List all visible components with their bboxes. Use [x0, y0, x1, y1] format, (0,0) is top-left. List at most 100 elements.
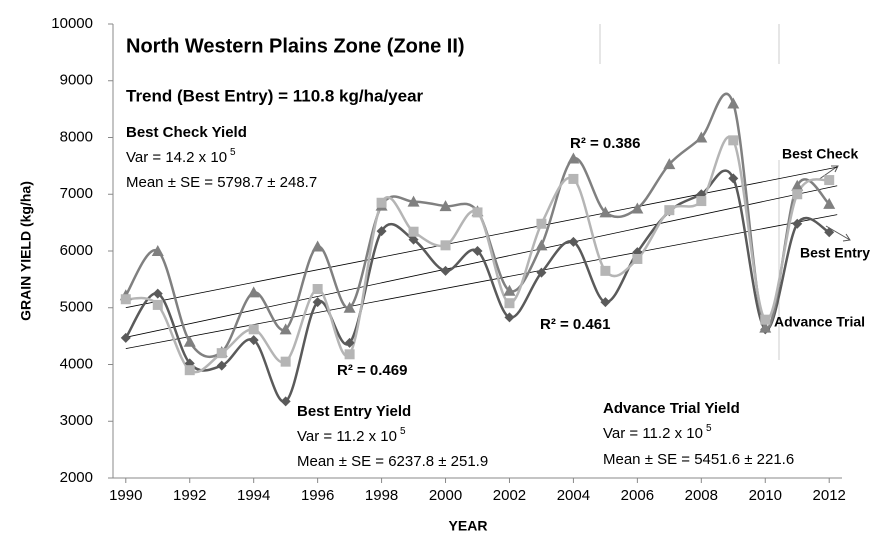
marker [792, 218, 803, 229]
marker [408, 226, 419, 237]
var-exp: 5 [706, 423, 712, 434]
marker [152, 299, 163, 310]
chart-subtitle: Trend (Best Entry) = 110.8 kg/ha/year [126, 86, 424, 105]
x-tick-label: 2004 [557, 487, 590, 504]
y-tick-label: 2000 [60, 469, 93, 486]
trend-line [125, 166, 838, 309]
block-var: Var = 14.2 x 10 5 [126, 147, 236, 166]
marker [343, 301, 356, 313]
y-tick-label: 5000 [60, 299, 93, 316]
marker [632, 253, 643, 264]
series-label: Best Check [782, 146, 858, 162]
var-text: Var = 11.2 x 10 [603, 425, 703, 442]
marker [504, 312, 515, 323]
block-mean: Mean ± SE = 5798.7 ± 248.7 [126, 174, 317, 191]
x-tick-label: 1992 [173, 487, 206, 504]
block-title: Best Check Yield [126, 124, 247, 141]
block-title: Advance Trial Yield [603, 400, 740, 417]
block-mean: Mean ± SE = 5451.6 ± 221.6 [603, 451, 794, 468]
marker [632, 247, 643, 258]
trend-line [125, 214, 838, 350]
marker [280, 356, 291, 367]
marker [439, 200, 452, 212]
marker [599, 206, 612, 218]
marker [311, 240, 324, 252]
marker [631, 202, 644, 214]
marker [151, 245, 164, 256]
plot-area [119, 92, 838, 407]
marker [216, 348, 227, 359]
marker [600, 297, 611, 308]
marker [407, 195, 420, 207]
marker [824, 175, 835, 186]
marker [504, 298, 515, 309]
y-tick-label: 4000 [60, 355, 93, 372]
marker [312, 284, 323, 295]
series-label: Advance Trial [774, 314, 865, 330]
x-tick-label: 2000 [429, 487, 462, 504]
marker [759, 321, 772, 333]
marker [440, 265, 451, 276]
marker [664, 205, 675, 216]
series-label: Best Entry [800, 245, 870, 261]
x-tick-label: 1998 [365, 487, 398, 504]
x-tick-label: 2012 [813, 487, 846, 504]
marker [760, 314, 771, 325]
y-tick-label: 10000 [51, 15, 93, 32]
marker [280, 396, 291, 407]
marker [408, 234, 419, 245]
marker [791, 179, 804, 191]
marker [440, 240, 451, 251]
marker [824, 227, 835, 238]
x-tick-label: 1990 [109, 487, 142, 504]
marker [216, 360, 227, 371]
marker [727, 97, 740, 109]
chart-title: North Western Plains Zone (Zone II) [126, 35, 465, 57]
arrow [817, 165, 839, 181]
marker [248, 324, 259, 335]
marker [152, 288, 163, 299]
x-tick-label: 2008 [685, 487, 718, 504]
marker [247, 286, 260, 298]
series-line [124, 169, 830, 403]
marker [792, 189, 803, 200]
marker [535, 239, 548, 251]
y-tick-label: 9000 [60, 72, 93, 89]
marker [344, 349, 355, 360]
marker [663, 158, 676, 170]
marker [536, 218, 547, 229]
r2-label: R² = 0.386 [570, 135, 640, 152]
marker [279, 323, 292, 335]
r2-label: R² = 0.461 [540, 316, 610, 333]
y-tick-label: 7000 [60, 185, 93, 202]
marker [696, 196, 707, 207]
marker [728, 135, 739, 146]
x-tick-label: 1996 [301, 487, 334, 504]
marker [568, 236, 579, 247]
marker [120, 294, 131, 305]
var-text: Var = 11.2 x 10 [297, 428, 397, 445]
marker [472, 207, 483, 218]
marker [376, 197, 387, 208]
block-mean: Mean ± SE = 6237.8 ± 251.9 [297, 453, 488, 470]
marker [823, 197, 836, 209]
var-text: Var = 14.2 x 10 [126, 149, 227, 166]
block-var: Var = 11.2 x 10 5 [603, 423, 712, 442]
marker [472, 246, 483, 256]
marker [183, 335, 196, 347]
marker [536, 267, 547, 278]
trend-line [125, 185, 838, 338]
arrows [817, 165, 851, 242]
y-tick-label: 8000 [60, 128, 93, 145]
x-tick-label: 2010 [749, 487, 782, 504]
x-tick-label: 1994 [237, 487, 270, 504]
y-tick-label: 3000 [60, 412, 93, 429]
marker [120, 332, 131, 343]
x-tick-label: 2006 [621, 487, 654, 504]
marker [248, 335, 259, 346]
block-var: Var = 11.2 x 10 5 [297, 426, 406, 445]
var-exp: 5 [230, 147, 236, 158]
marker [184, 365, 195, 376]
x-axis-label: YEAR [449, 518, 488, 534]
